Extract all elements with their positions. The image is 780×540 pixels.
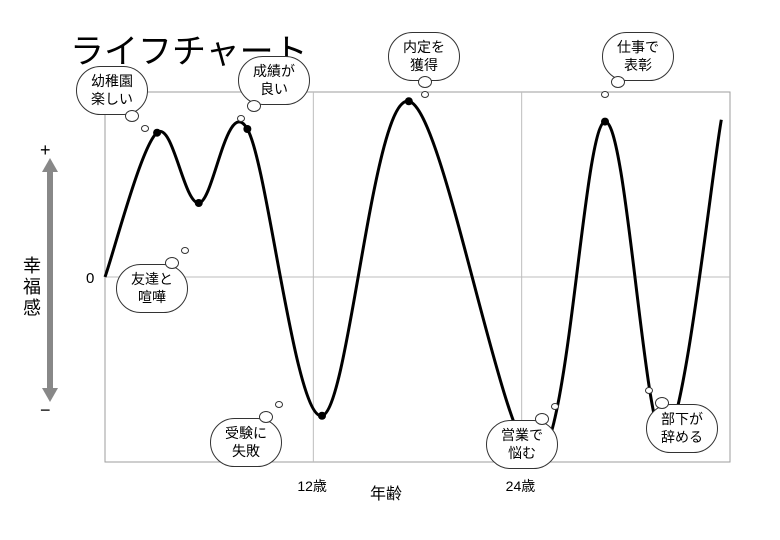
speech-bubble: 幼稚園楽しい — [76, 66, 148, 115]
speech-bubble: 営業で悩む — [486, 420, 558, 469]
speech-bubble: 友達と喧嘩 — [116, 264, 188, 313]
speech-bubble: 部下が辞める — [646, 404, 718, 453]
x-axis-label: 年齢 — [370, 480, 402, 504]
speech-bubble: 受験に失敗 — [210, 418, 282, 467]
speech-bubble: 内定を獲得 — [388, 32, 460, 81]
speech-bubble: 仕事で表彰 — [602, 32, 674, 81]
x-tick-label: 12歳 — [297, 476, 327, 496]
x-tick-label: 24歳 — [506, 476, 536, 496]
speech-bubble: 成績が良い — [238, 56, 310, 105]
y-axis-label-char: 感 — [22, 294, 42, 320]
life-chart: ライフチャート + − 0 年齢 幸福感12歳24歳幼稚園楽しい友達と喧嘩成績が… — [0, 0, 780, 540]
